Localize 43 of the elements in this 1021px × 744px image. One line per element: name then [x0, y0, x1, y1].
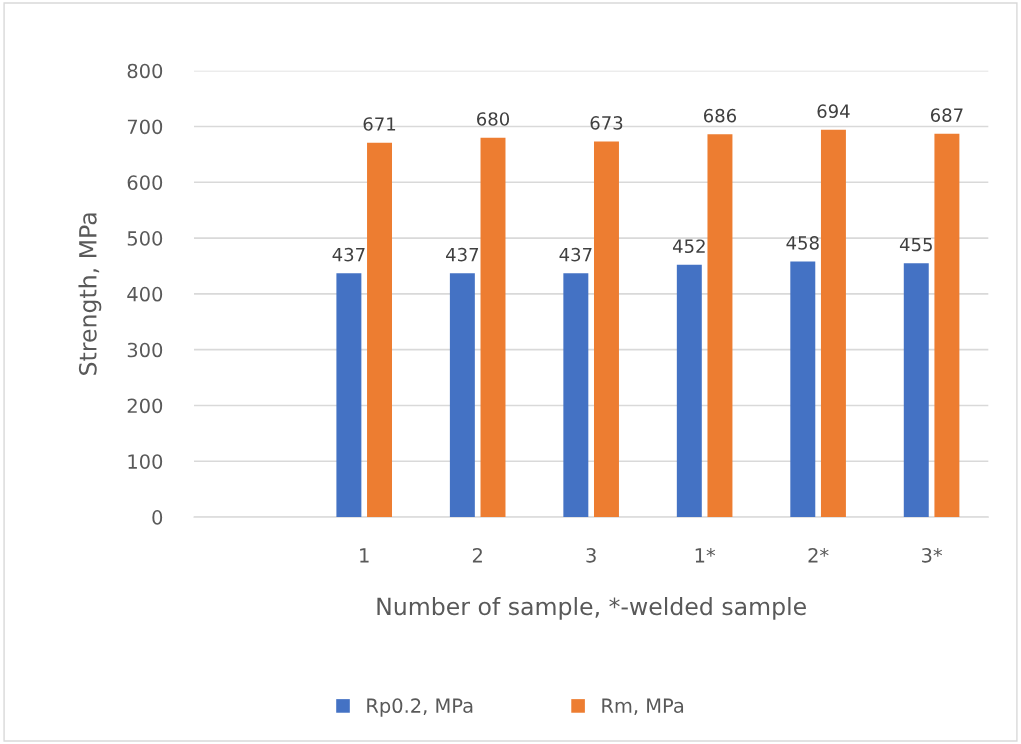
y-tick-label: 300	[127, 342, 163, 358]
y-tick-label: 200	[127, 398, 163, 414]
x-tick-label: 1*	[695, 547, 716, 563]
data-label: 437	[332, 247, 365, 262]
data-label: 458	[786, 236, 819, 250]
bar	[594, 141, 619, 518]
legend-label: Rp0.2, MPa	[367, 698, 473, 717]
bar	[480, 137, 506, 518]
x-tick-label: 3	[586, 547, 596, 563]
y-tick-label: 700	[127, 119, 163, 135]
bar	[336, 273, 362, 518]
bar	[820, 129, 846, 518]
legend-label: Rm, MPa	[602, 698, 684, 715]
bar	[707, 134, 733, 518]
bar	[934, 133, 960, 518]
x-axis-title: Number of sample, *-welded sample	[377, 597, 806, 620]
x-tick-label: 3*	[922, 547, 943, 563]
bar	[676, 264, 702, 518]
x-tick-label: 2*	[808, 547, 829, 563]
data-label: 694	[817, 104, 850, 118]
x-tick-label: 2	[472, 547, 482, 563]
data-label: 671	[363, 117, 396, 131]
y-tick-label: 100	[128, 454, 163, 469]
bar	[790, 261, 816, 518]
data-label: 437	[446, 247, 479, 262]
data-label: 680	[477, 112, 510, 126]
data-label: 452	[672, 239, 705, 254]
y-tick-label: 600	[127, 175, 163, 190]
bar	[563, 273, 589, 518]
y-tick-label: 500	[127, 231, 163, 246]
bar	[903, 263, 929, 518]
bar	[367, 142, 393, 518]
data-label: 455	[899, 237, 932, 252]
y-tick-label: 400	[127, 286, 163, 302]
data-label: 673	[590, 116, 623, 130]
bar	[449, 273, 475, 518]
data-label: 687	[930, 108, 963, 122]
data-label: 686	[703, 108, 737, 123]
y-tick-label: 0	[152, 510, 163, 525]
x-tick-label: 1	[360, 548, 369, 563]
data-label: 437	[559, 247, 592, 262]
y-axis-title: Strength, MPa	[78, 213, 102, 375]
y-tick-label: 800	[127, 63, 163, 79]
